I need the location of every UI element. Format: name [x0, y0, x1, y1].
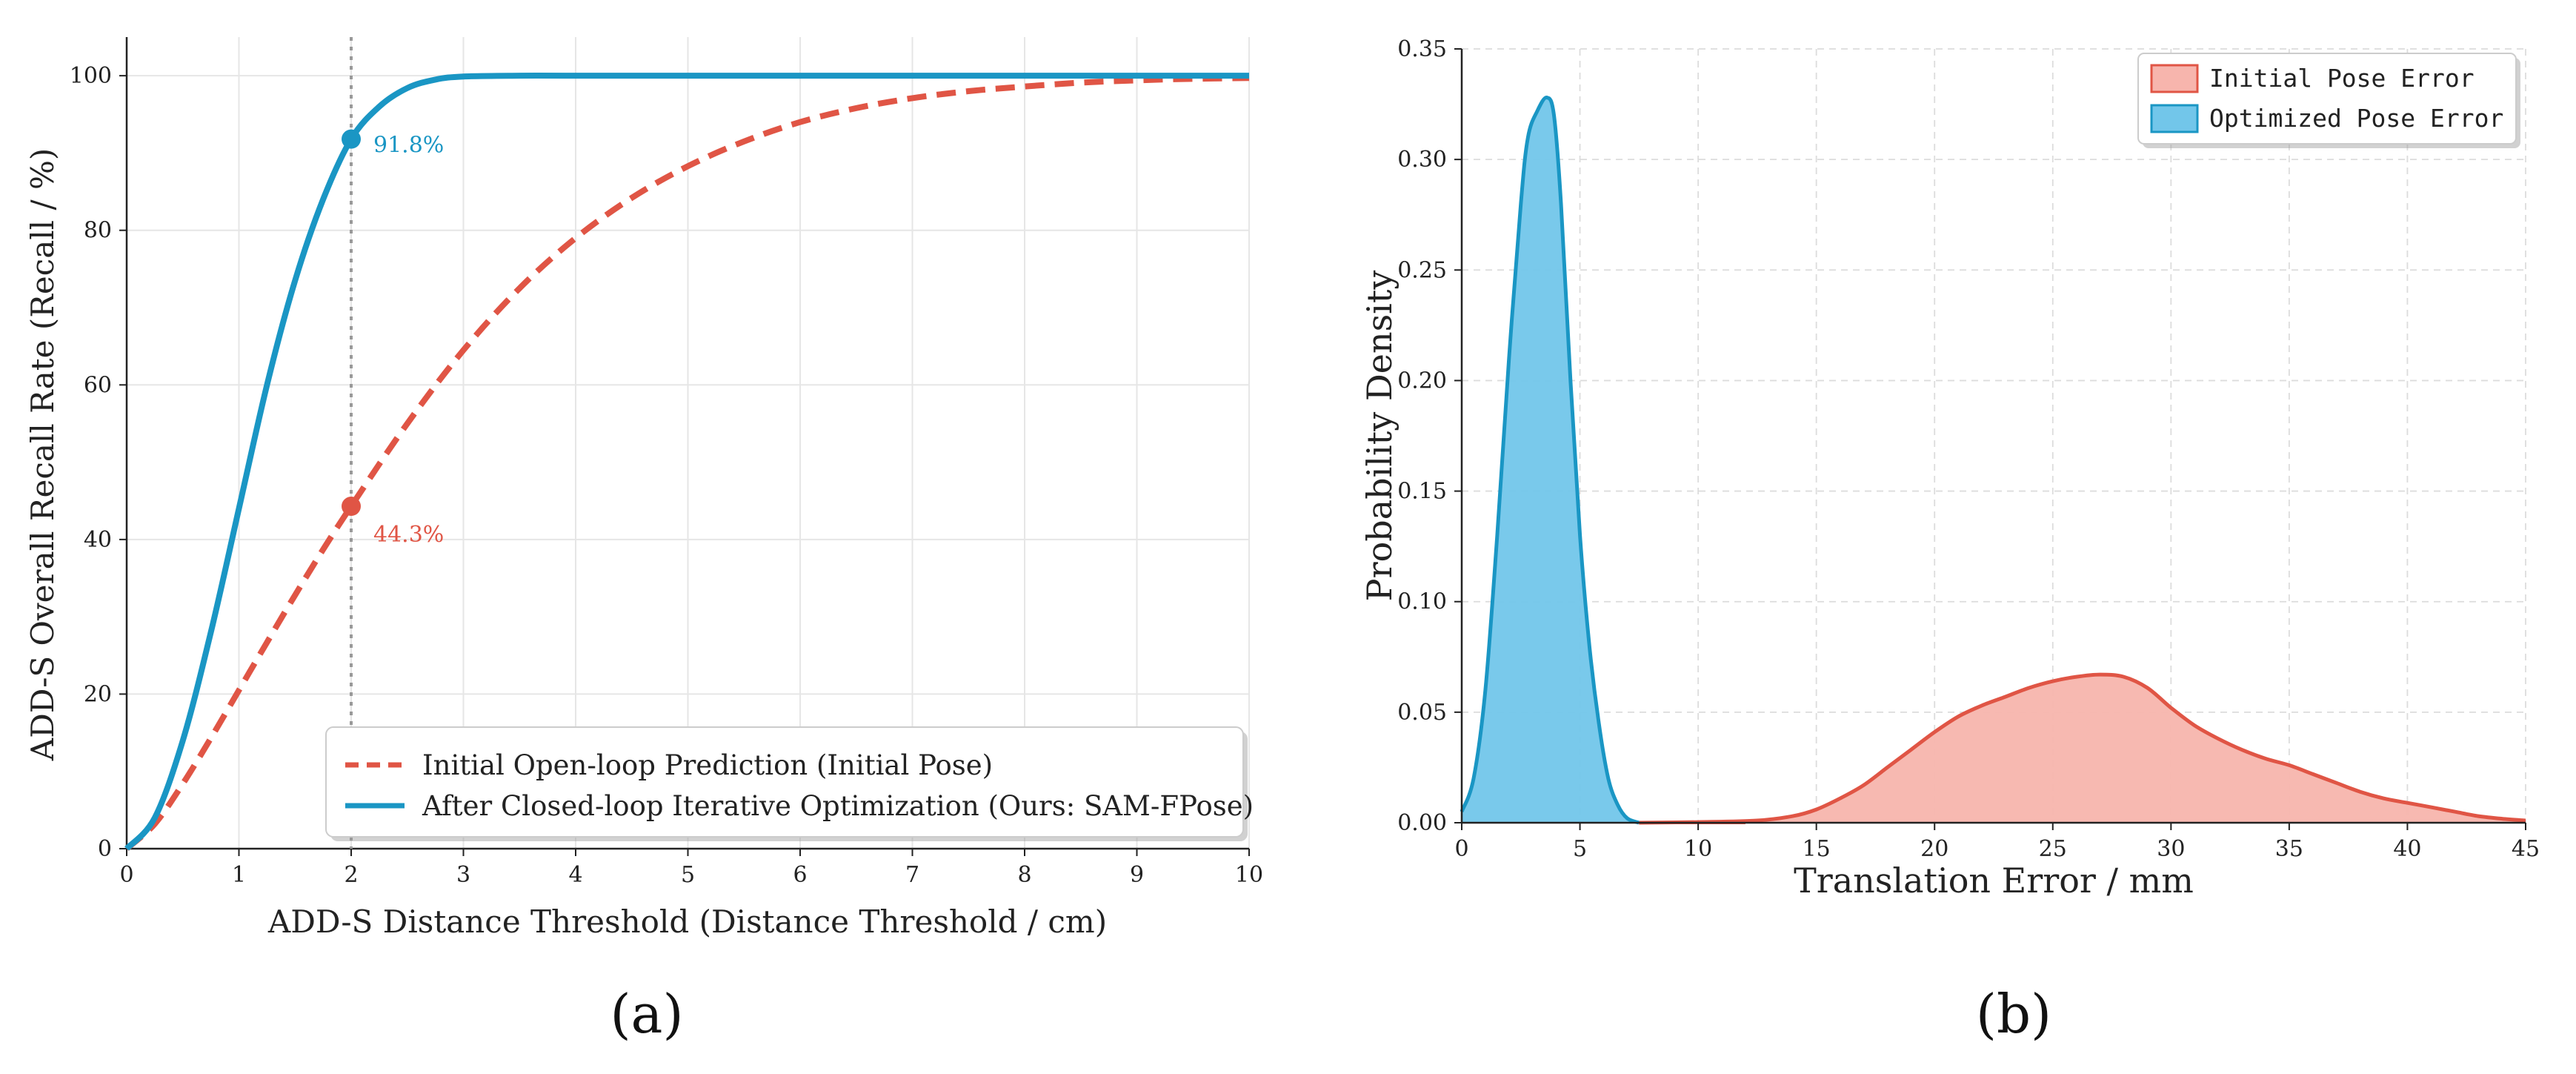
x-tick-label: 0: [119, 862, 133, 888]
chart-b: 0 5 10 15 20 25 30 35 40 45 0.000.050.100.150.200…: [1359, 36, 2540, 1045]
x-tick-label: 9: [1130, 862, 1144, 888]
chart-a-series: [124, 73, 1250, 852]
y-tick-label: 0.10: [1397, 589, 1447, 615]
legend-swatch-optimized-error: [2150, 104, 2199, 133]
x-tick-label: 45: [2512, 836, 2540, 862]
x-tick-label: 7: [905, 862, 919, 888]
x-tick-label: 1: [232, 862, 246, 888]
x-tick-label: 10: [1235, 862, 1263, 888]
y-tick-label: 0.00: [1397, 810, 1447, 836]
chart-b-series: [1460, 96, 2526, 825]
y-tick-label: 0.35: [1397, 36, 1447, 62]
density-area-optimized: [1462, 97, 1640, 823]
y-tick-label: 0.25: [1397, 257, 1447, 283]
series-line-optimized: [124, 73, 1249, 851]
legend-label-initial-error: Initial Pose Error: [2209, 64, 2475, 93]
y-tick-label: 100: [70, 63, 112, 89]
density-line-optimized: [1460, 96, 1640, 825]
density-area-initial: [1639, 674, 2526, 823]
x-tick-label: 15: [1803, 836, 1831, 862]
chart-b-x-ticks: 0 5 10 15 20 25 30 35 40 45: [1454, 823, 2540, 862]
x-tick-label: 5: [681, 862, 695, 888]
y-tick-label: 0.05: [1397, 700, 1447, 726]
x-tick-label: 25: [2039, 836, 2067, 862]
chart-a-x-axis-label: ADD-S Distance Threshold (Distance Thres…: [267, 904, 1107, 940]
chart-b-legend: Initial Pose Error Optimized Pose Error: [2137, 53, 2520, 148]
chart-b-y-axis-label: Probability Density: [1359, 271, 1400, 602]
x-tick-label: 35: [2275, 836, 2303, 862]
x-tick-label: 0: [1454, 836, 1468, 862]
panel-a-label: (a): [610, 983, 683, 1045]
series-line-initial: [124, 75, 1250, 852]
y-tick-label: 0.15: [1397, 479, 1447, 505]
y-tick-label: 40: [84, 527, 112, 553]
marker-point: [342, 129, 361, 149]
y-tick-label: 0.30: [1397, 147, 1447, 173]
chart-b-y-ticks: 0.00 0.05 0.10 0.15 0.20 0.25 0.30 0.35: [1397, 36, 1462, 836]
legend-swatch-initial-error: [2150, 64, 2199, 93]
chart-a-legend: Initial Open-loop Prediction (Initial Po…: [325, 726, 1254, 841]
legend-label-optimized: After Closed-loop Iterative Optimization…: [422, 790, 1254, 822]
chart-a-y-ticks: 0 20 40 60 80 100: [70, 63, 127, 862]
y-tick-label: 80: [84, 218, 112, 244]
x-tick-label: 5: [1573, 836, 1587, 862]
marker-point: [342, 497, 361, 517]
x-tick-label: 10: [1684, 836, 1712, 862]
y-tick-label: 0.20: [1397, 368, 1447, 394]
x-tick-label: 20: [1920, 836, 1948, 862]
x-tick-label: 2: [344, 862, 358, 888]
x-tick-label: 30: [2157, 836, 2185, 862]
density-line-initial: [1639, 672, 2526, 825]
legend-label-optimized-error: Optimized Pose Error: [2209, 104, 2503, 133]
y-tick-label: 60: [84, 372, 112, 398]
y-tick-label: 0: [98, 836, 112, 862]
marker-label: 44.3%: [373, 522, 444, 548]
x-tick-label: 3: [456, 862, 470, 888]
x-tick-label: 6: [793, 862, 807, 888]
chart-a: 0 1 2 3 4 5 6 7 8 9 10 0 20 40 60 80 100 91.8% 44.3% ADD…: [24, 37, 1263, 1045]
y-tick-label: 20: [84, 681, 112, 707]
panel-b-label: (b): [1976, 983, 2051, 1045]
marker-label: 91.8%: [373, 133, 444, 159]
x-tick-label: 4: [568, 862, 582, 888]
chart-a-markers: 91.8% 44.3%: [342, 129, 444, 548]
chart-b-x-axis-label: Translation Error / mm: [1794, 861, 2194, 901]
x-tick-label: 40: [2393, 836, 2421, 862]
chart-a-x-ticks: 0 1 2 3 4 5 6 7 8 9 10: [119, 849, 1263, 888]
legend-label-initial: Initial Open-loop Prediction (Initial Po…: [422, 749, 993, 781]
x-tick-label: 8: [1017, 862, 1031, 888]
chart-a-y-axis-label: ADD-S Overall Recall Rate (Recall / %): [24, 148, 61, 762]
